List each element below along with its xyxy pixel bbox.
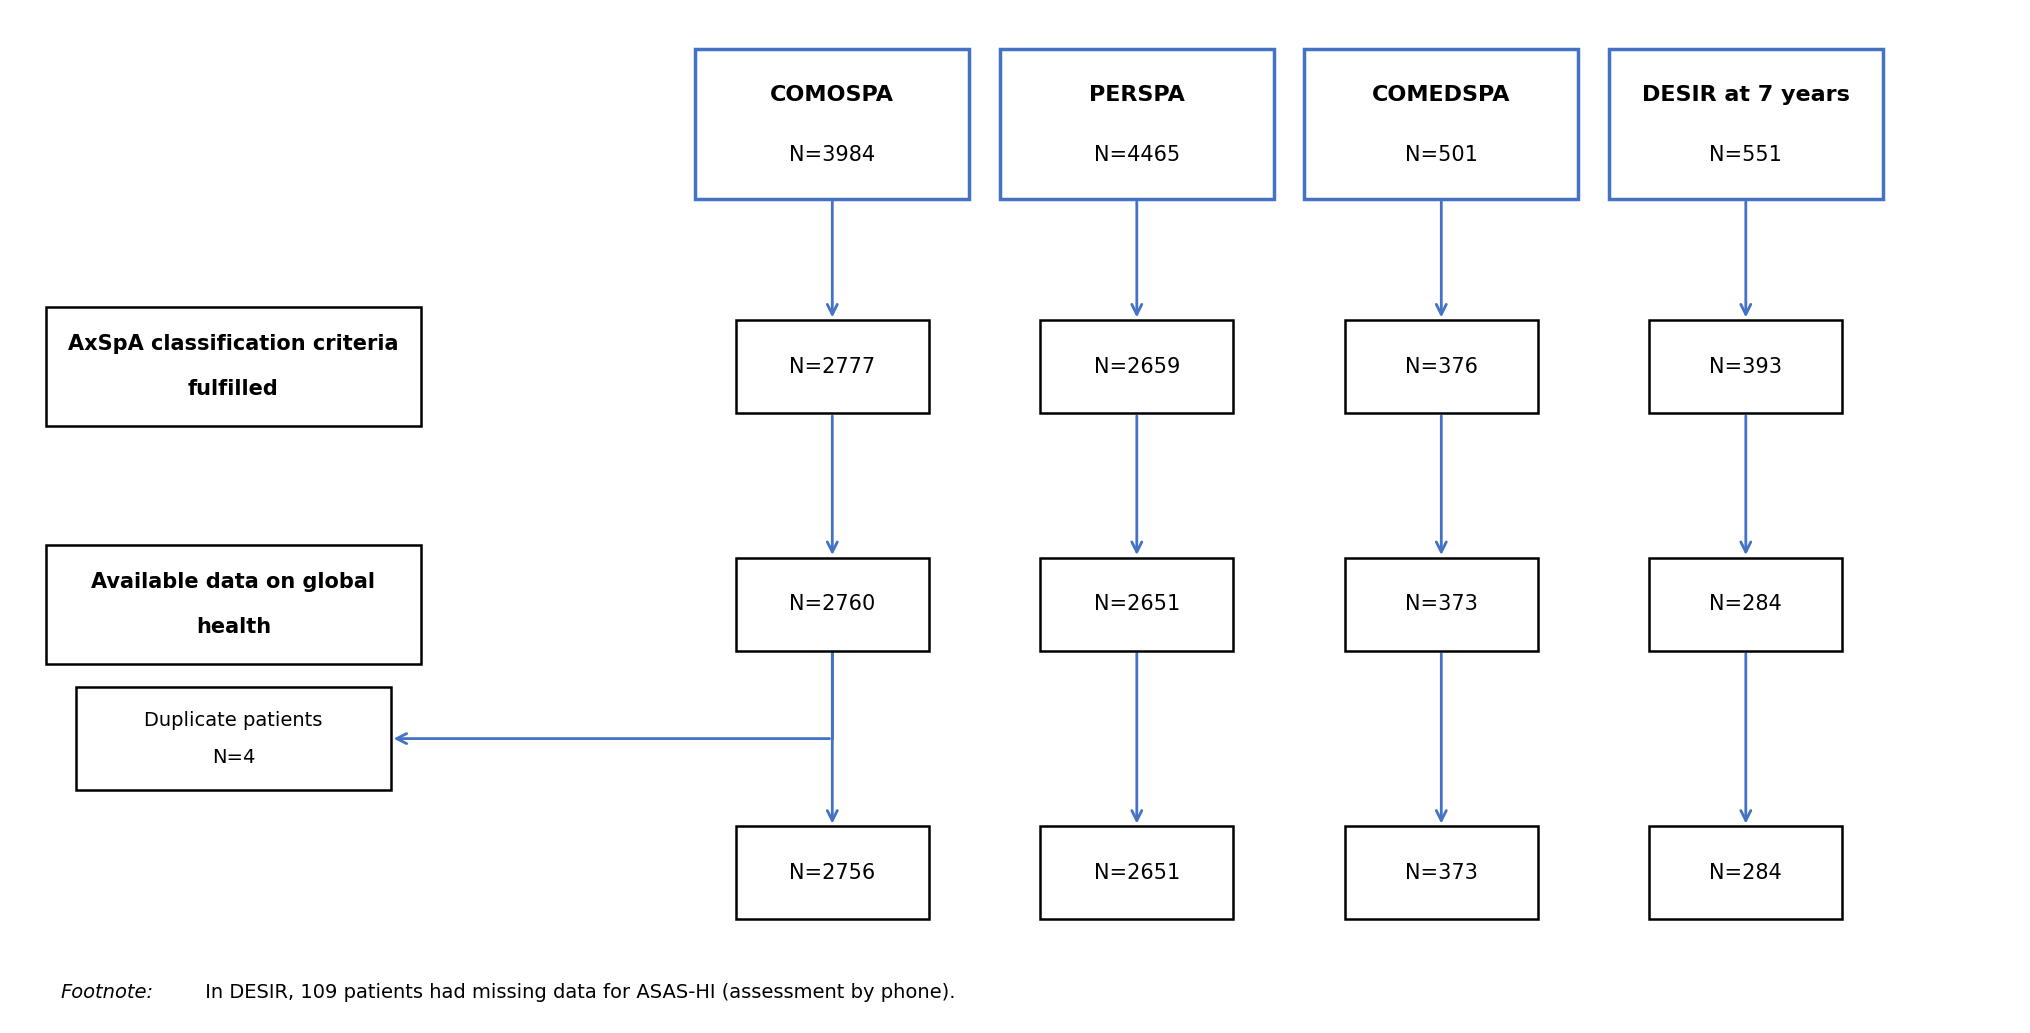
Text: N=373: N=373 <box>1405 863 1478 883</box>
Text: N=2651: N=2651 <box>1094 863 1179 883</box>
Text: Available data on global: Available data on global <box>91 571 376 592</box>
Text: N=4: N=4 <box>211 748 256 766</box>
Text: N=501: N=501 <box>1405 145 1478 165</box>
Text: N=2756: N=2756 <box>790 863 875 883</box>
Bar <box>735 826 928 919</box>
Bar <box>47 308 422 426</box>
Bar <box>1648 320 1841 413</box>
Text: N=284: N=284 <box>1709 594 1782 615</box>
Text: N=2760: N=2760 <box>790 594 875 615</box>
Text: N=373: N=373 <box>1405 594 1478 615</box>
Bar <box>1344 826 1539 919</box>
Text: N=393: N=393 <box>1709 356 1782 377</box>
Bar <box>1648 558 1841 651</box>
Text: DESIR at 7 years: DESIR at 7 years <box>1642 85 1849 105</box>
Bar <box>1041 320 1234 413</box>
Bar <box>999 49 1275 198</box>
Bar <box>1648 826 1841 919</box>
Bar <box>47 545 422 664</box>
Text: In DESIR, 109 patients had missing data for ASAS-HI (assessment by phone).: In DESIR, 109 patients had missing data … <box>199 983 956 1002</box>
Text: fulfilled: fulfilled <box>189 379 278 400</box>
Text: N=376: N=376 <box>1405 356 1478 377</box>
Bar <box>694 49 970 198</box>
Bar <box>1041 558 1234 651</box>
Bar <box>77 687 390 790</box>
Text: Duplicate patients: Duplicate patients <box>144 711 323 729</box>
Bar <box>1041 826 1234 919</box>
Text: COMEDSPA: COMEDSPA <box>1372 85 1510 105</box>
Text: N=2659: N=2659 <box>1094 356 1179 377</box>
Bar <box>1303 49 1577 198</box>
Bar <box>1608 49 1882 198</box>
Bar <box>1344 320 1539 413</box>
Text: PERSPA: PERSPA <box>1088 85 1186 105</box>
Text: AxSpA classification criteria: AxSpA classification criteria <box>69 334 398 354</box>
Text: N=3984: N=3984 <box>790 145 875 165</box>
Text: N=551: N=551 <box>1709 145 1782 165</box>
Bar <box>1344 558 1539 651</box>
Text: N=2777: N=2777 <box>790 356 875 377</box>
Text: N=284: N=284 <box>1709 863 1782 883</box>
Bar <box>735 320 928 413</box>
Bar <box>735 558 928 651</box>
Text: N=4465: N=4465 <box>1094 145 1179 165</box>
Text: health: health <box>195 617 272 637</box>
Text: N=2651: N=2651 <box>1094 594 1179 615</box>
Text: COMOSPA: COMOSPA <box>769 85 895 105</box>
Text: Footnote:: Footnote: <box>61 983 154 1002</box>
